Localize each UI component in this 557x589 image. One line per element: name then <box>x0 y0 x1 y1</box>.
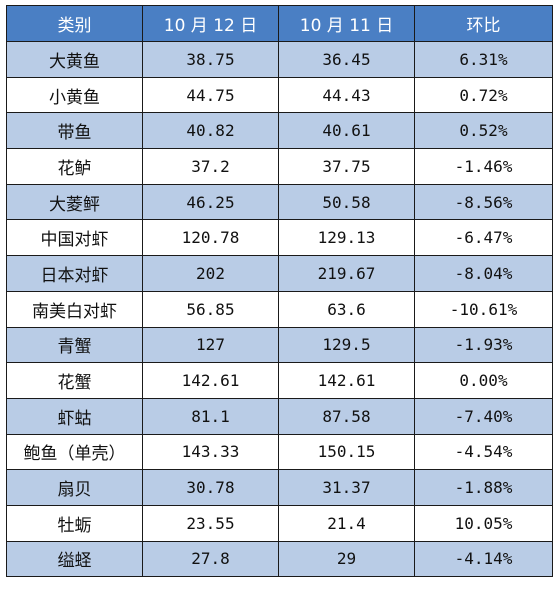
table-row: 带鱼 40.82 40.61 0.52% <box>6 112 553 150</box>
cell-change: 10.05% <box>414 504 553 542</box>
cell-category: 虾蛄 <box>6 397 143 435</box>
cell-change: 0.00% <box>414 362 553 399</box>
cell-change: -8.04% <box>414 255 553 292</box>
cell-change: -10.61% <box>414 290 553 328</box>
cell-change: 0.52% <box>414 112 553 150</box>
cell-price-oct-11: 129.13 <box>278 219 415 257</box>
cell-price-oct-11: 50.58 <box>278 183 415 221</box>
cell-category: 日本对虾 <box>6 255 143 292</box>
table-row: 鲍鱼（单壳） 143.33 150.15 -4.54% <box>6 433 553 471</box>
cell-change: -1.93% <box>414 326 553 364</box>
cell-price-oct-12: 142.61 <box>142 362 279 399</box>
cell-price-oct-12: 46.25 <box>142 183 279 221</box>
table-body: 大黄鱼 38.75 36.45 6.31% 小黄鱼 44.75 44.43 0.72% 带鱼 40… <box>6 41 553 578</box>
cell-price-oct-11: 40.61 <box>278 112 415 150</box>
cell-price-oct-11: 63.6 <box>278 290 415 328</box>
cell-price-oct-11: 44.43 <box>278 76 415 114</box>
cell-change: -4.14% <box>414 540 553 578</box>
table-row: 花鲈 37.2 37.75 -1.46% <box>6 148 553 185</box>
table-row: 缢蛏 27.8 29 -4.14% <box>6 540 553 578</box>
table-row: 大黄鱼 38.75 36.45 6.31% <box>6 41 553 78</box>
cell-category: 大菱鲆 <box>6 183 143 221</box>
table-row: 小黄鱼 44.75 44.43 0.72% <box>6 76 553 114</box>
cell-price-oct-11: 150.15 <box>278 433 415 471</box>
cell-change: 0.72% <box>414 76 553 114</box>
cell-price-oct-11: 142.61 <box>278 362 415 399</box>
table-row: 花蟹 142.61 142.61 0.00% <box>6 362 553 399</box>
header-oct-12: 10 月 12 日 <box>142 5 279 42</box>
cell-price-oct-12: 23.55 <box>142 504 279 542</box>
table-row: 大菱鲆 46.25 50.58 -8.56% <box>6 183 553 221</box>
cell-category: 鲍鱼（单壳） <box>6 433 143 471</box>
cell-change: -4.54% <box>414 433 553 471</box>
cell-category: 花鲈 <box>6 148 143 185</box>
cell-price-oct-11: 21.4 <box>278 504 415 542</box>
cell-category: 牡蛎 <box>6 504 143 542</box>
cell-price-oct-11: 219.67 <box>278 255 415 292</box>
cell-category: 花蟹 <box>6 362 143 399</box>
cell-price-oct-12: 44.75 <box>142 76 279 114</box>
cell-category: 缢蛏 <box>6 540 143 578</box>
cell-price-oct-11: 129.5 <box>278 326 415 364</box>
table-row: 扇贝 30.78 31.37 -1.88% <box>6 469 553 506</box>
cell-category: 中国对虾 <box>6 219 143 257</box>
cell-price-oct-12: 202 <box>142 255 279 292</box>
header-category: 类别 <box>6 5 143 42</box>
cell-price-oct-12: 38.75 <box>142 41 279 78</box>
header-oct-11: 10 月 11 日 <box>278 5 415 42</box>
cell-price-oct-12: 120.78 <box>142 219 279 257</box>
header-change: 环比 <box>414 5 553 42</box>
cell-category: 小黄鱼 <box>6 76 143 114</box>
table-row: 虾蛄 81.1 87.58 -7.40% <box>6 397 553 435</box>
seafood-price-table: 类别 10 月 12 日 10 月 11 日 环比 大黄鱼 38.75 36.45 6… <box>6 5 553 578</box>
cell-price-oct-12: 56.85 <box>142 290 279 328</box>
cell-price-oct-12: 27.8 <box>142 540 279 578</box>
cell-change: -6.47% <box>414 219 553 257</box>
cell-price-oct-12: 40.82 <box>142 112 279 150</box>
table-row: 牡蛎 23.55 21.4 10.05% <box>6 504 553 542</box>
cell-category: 扇贝 <box>6 469 143 506</box>
table-header-row: 类别 10 月 12 日 10 月 11 日 环比 <box>6 5 553 42</box>
cell-change: -8.56% <box>414 183 553 221</box>
cell-price-oct-11: 36.45 <box>278 41 415 78</box>
cell-price-oct-11: 37.75 <box>278 148 415 185</box>
cell-category: 南美白对虾 <box>6 290 143 328</box>
cell-price-oct-11: 31.37 <box>278 469 415 506</box>
cell-price-oct-11: 87.58 <box>278 397 415 435</box>
cell-price-oct-12: 30.78 <box>142 469 279 506</box>
cell-category: 带鱼 <box>6 112 143 150</box>
cell-change: -1.46% <box>414 148 553 185</box>
cell-price-oct-12: 143.33 <box>142 433 279 471</box>
cell-change: -7.40% <box>414 397 553 435</box>
table-row: 日本对虾 202 219.67 -8.04% <box>6 255 553 292</box>
table-row: 中国对虾 120.78 129.13 -6.47% <box>6 219 553 257</box>
cell-price-oct-11: 29 <box>278 540 415 578</box>
cell-change: -1.88% <box>414 469 553 506</box>
table-row: 青蟹 127 129.5 -1.93% <box>6 326 553 364</box>
cell-change: 6.31% <box>414 41 553 78</box>
cell-price-oct-12: 37.2 <box>142 148 279 185</box>
cell-category: 大黄鱼 <box>6 41 143 78</box>
cell-price-oct-12: 81.1 <box>142 397 279 435</box>
cell-price-oct-12: 127 <box>142 326 279 364</box>
cell-category: 青蟹 <box>6 326 143 364</box>
table-row: 南美白对虾 56.85 63.6 -10.61% <box>6 290 553 328</box>
